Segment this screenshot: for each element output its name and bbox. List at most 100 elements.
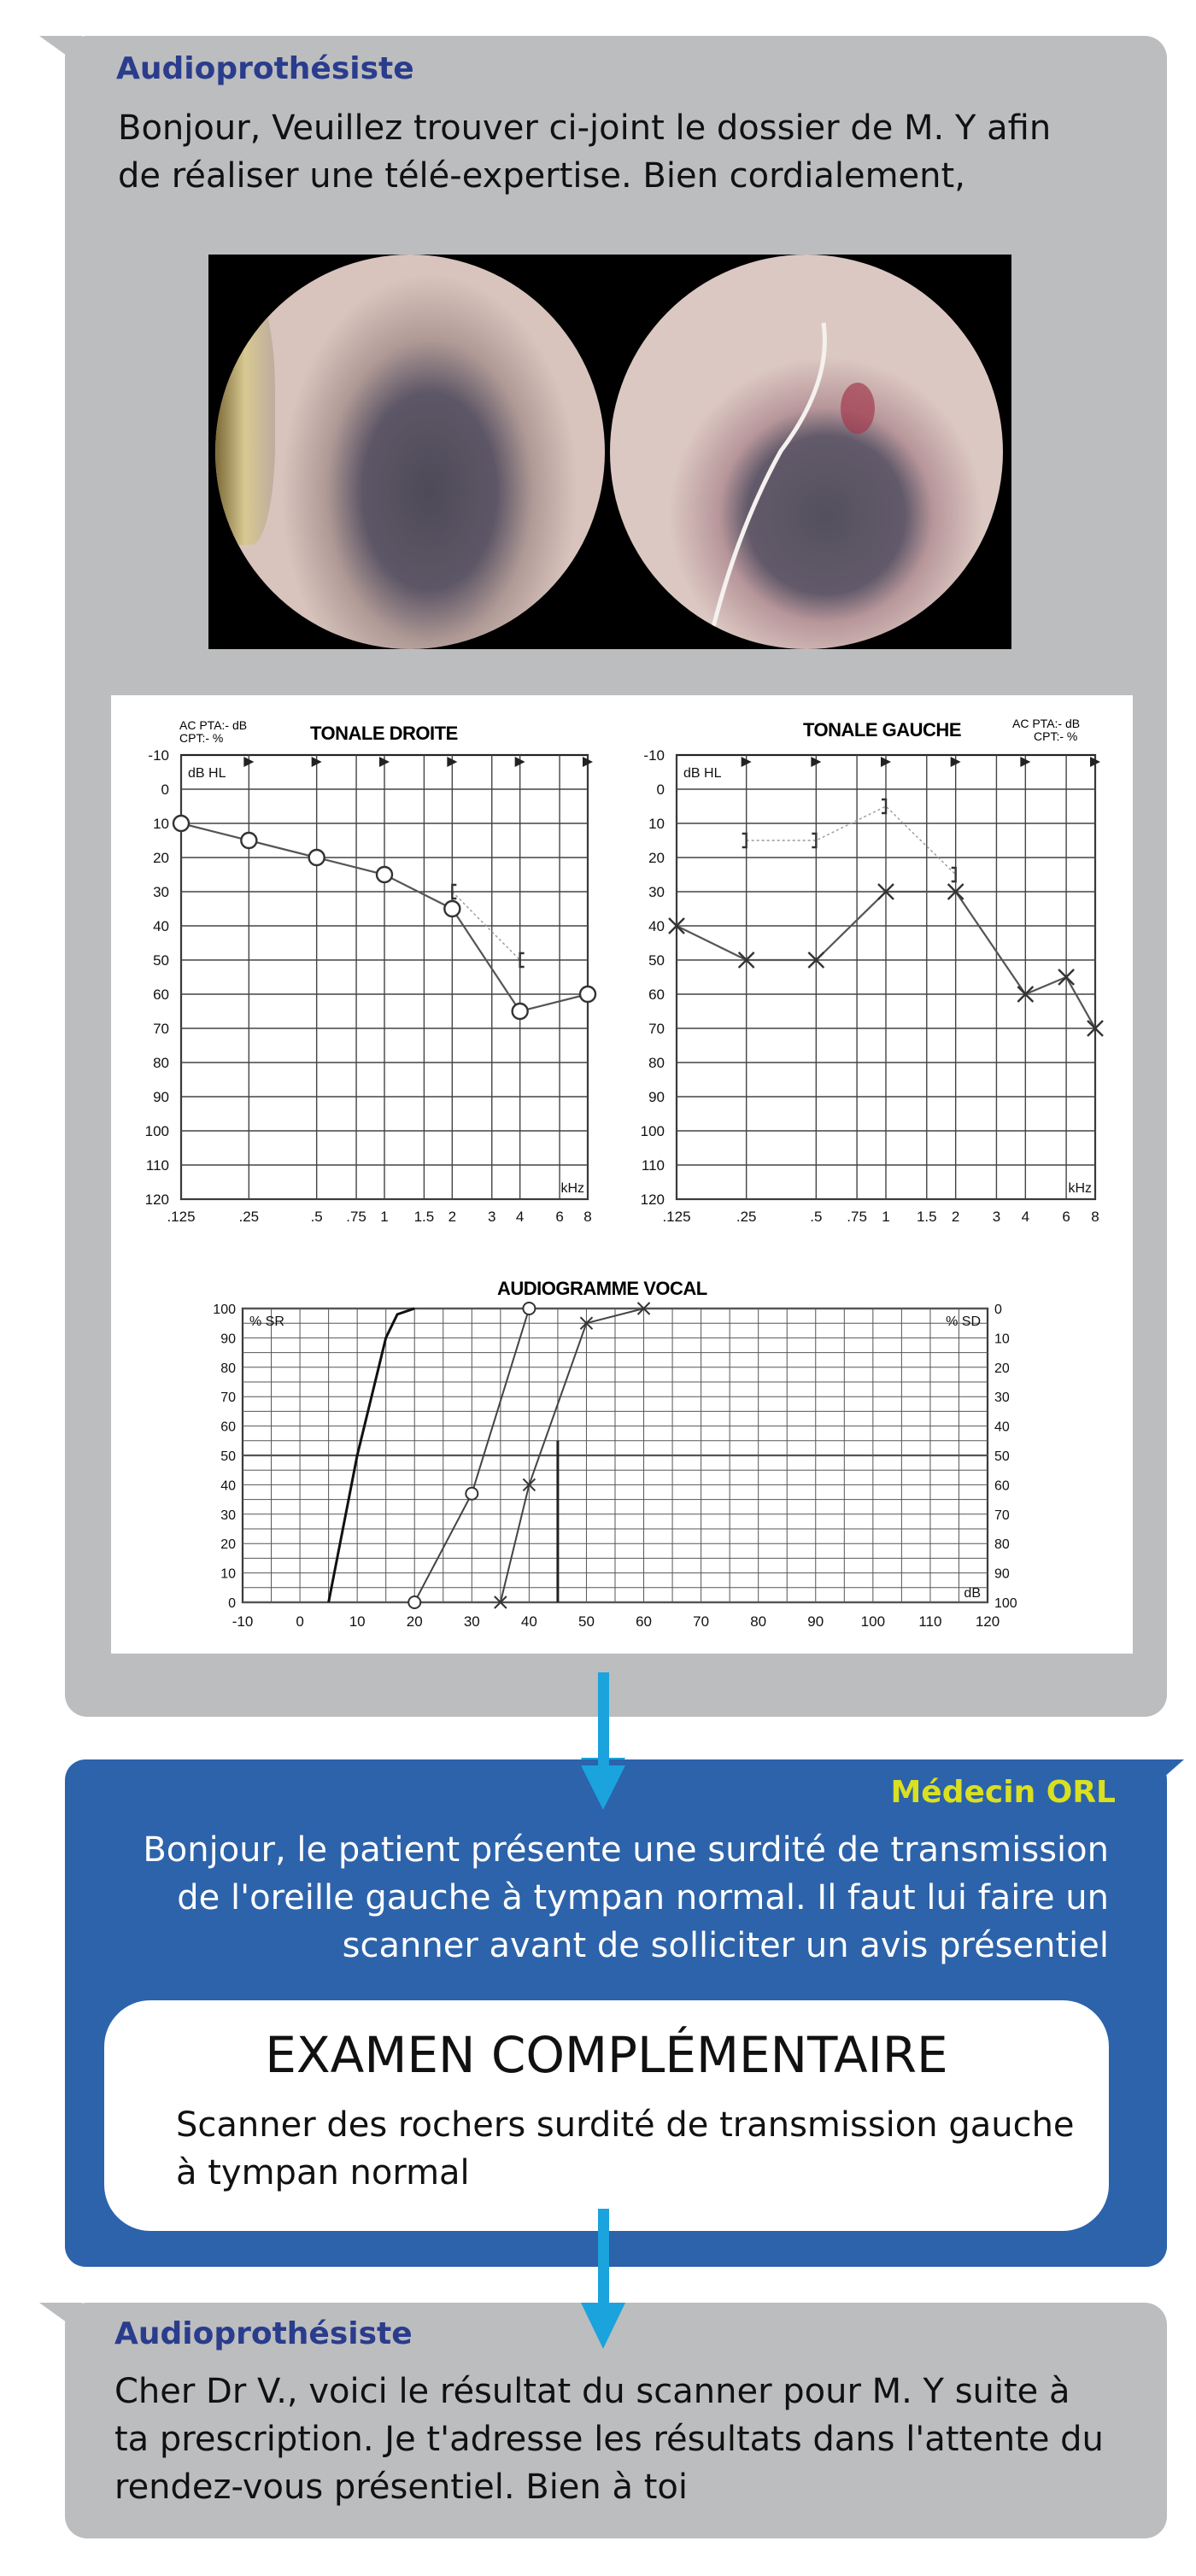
sender-role: Audioprothésiste [114, 2316, 413, 2351]
data-point-bracket [951, 866, 957, 883]
y-tick-label: 60 [153, 986, 169, 1003]
x-tick-label: 3 [993, 1209, 1000, 1225]
right-tick-label: 30 [994, 1390, 1010, 1405]
audiogram-sheet: AC PTA:- dB CPT:- % TONALE DROITE -10 0 10… [111, 695, 1133, 1654]
data-point-cross [737, 951, 755, 969]
down-arrow-icon [581, 2298, 625, 2349]
tonal-left-chart: -10 0 10 20 30 40 50 60 70 80 90 100 110 120.125 .25 .5… [641, 747, 1104, 1225]
masking-arrow-mark [881, 757, 891, 767]
x-tick-label: 2 [952, 1209, 959, 1225]
y-tick-label: 80 [153, 1055, 169, 1071]
masking-arrow-mark [311, 757, 322, 767]
y-tick-label: 120 [641, 1191, 665, 1208]
masking-arrow-mark [811, 757, 822, 767]
x-tick-label: 10 [349, 1613, 366, 1630]
ear-canal-left-photo [610, 255, 1003, 649]
y-tick-label: 60 [648, 986, 665, 1003]
x-unit-label: dB [964, 1586, 981, 1601]
y-tick-label: 20 [648, 850, 665, 866]
audiogram-svg: AC PTA:- dB CPT:- % TONALE DROITE -10010… [145, 717, 1104, 1630]
left-axis-label: % SR [249, 1314, 284, 1329]
tonal-left-corner-line: CPT:- % [1034, 729, 1077, 743]
cross-stroke [807, 951, 825, 969]
right-tick-label: 70 [994, 1508, 1010, 1523]
data-point-cross [522, 1478, 536, 1492]
y-tick-label: 80 [648, 1055, 665, 1071]
data-point-circle [443, 899, 461, 918]
data-point-circle [375, 865, 394, 884]
right-tick-label: 0 [994, 1303, 1002, 1317]
right-tick-label: 100 [994, 1596, 1017, 1611]
message-line: rendez-vous présentiel. Bien à toi [114, 2468, 688, 2507]
y-tick-label: 0 [657, 782, 665, 798]
y-tick-label: -10 [643, 747, 665, 764]
message-line: Cher Dr V., voici le résultat du scanner… [114, 2372, 1070, 2411]
cross-stroke [877, 883, 894, 900]
right-tick-label: 20 [994, 1361, 1010, 1376]
x-tick-label: .25 [239, 1209, 260, 1225]
data-point-circle [240, 831, 258, 850]
data-point-cross [579, 1316, 594, 1330]
down-arrow-icon [581, 1755, 625, 1810]
data-point-circle [465, 1486, 479, 1501]
y-unit-label: dB HL [188, 766, 226, 781]
y-tick-label: 90 [153, 1089, 169, 1105]
x-tick-label: 1.5 [414, 1209, 435, 1225]
x-tick-label: 1 [882, 1209, 889, 1225]
x-tick-label: .5 [810, 1209, 822, 1225]
right-tick-label: 50 [994, 1449, 1010, 1464]
x-unit-label: kHz [560, 1181, 584, 1196]
ear-canal-right-photo [215, 255, 605, 649]
vocal-title: AUDIOGRAMME VOCAL [497, 1278, 707, 1299]
data-point-bracket [742, 832, 748, 849]
cross-stroke [1087, 1020, 1104, 1037]
left-tick-label: 90 [220, 1332, 236, 1346]
masking-arrow-mark [514, 757, 525, 767]
tonal-right-corner-line: CPT:- % [179, 731, 223, 745]
masking-arrow-mark [741, 757, 752, 767]
y-tick-label: 50 [648, 952, 665, 969]
data-point-bracket [519, 951, 525, 969]
data-point-circle [578, 985, 597, 1004]
right-tick-label: 60 [994, 1478, 1010, 1493]
data-point-circle [308, 848, 325, 867]
cross-stroke [1017, 986, 1035, 1003]
left-tick-label: 60 [220, 1420, 236, 1435]
data-point-cross [494, 1595, 507, 1609]
left-tick-label: 10 [220, 1567, 236, 1582]
message-line: Bonjour, le patient présente une surdité… [143, 1830, 1109, 1870]
data-point-cross [1058, 969, 1075, 986]
exam-description: Scanner des rochers surdité de transmiss… [176, 2101, 1075, 2197]
y-tick-label: 10 [648, 816, 665, 832]
x-tick-label: 6 [1062, 1209, 1070, 1225]
y-tick-label: 90 [648, 1089, 665, 1105]
x-tick-label: 60 [636, 1613, 652, 1630]
x-tick-label: .125 [662, 1209, 690, 1225]
series-line [451, 891, 521, 961]
right-tick-label: 40 [994, 1420, 1010, 1435]
x-tick-label: 4 [1022, 1209, 1029, 1225]
message-bubble-audioprothesiste-2 [65, 2303, 1167, 2538]
tonal-right-title: TONALE DROITE [310, 723, 458, 744]
x-unit-label: kHz [1068, 1181, 1092, 1196]
x-tick-label: 0 [296, 1613, 303, 1630]
x-tick-label: 1.5 [917, 1209, 937, 1225]
x-tick-label: .75 [847, 1209, 867, 1225]
y-tick-label: 40 [153, 918, 169, 934]
left-tick-label: 70 [220, 1390, 236, 1405]
sender-role: Audioprothésiste [116, 51, 414, 86]
x-tick-label: 8 [1091, 1209, 1099, 1225]
message-line: de réaliser une télé-expertise. Bien cor… [118, 156, 965, 196]
cross-stroke [494, 1595, 507, 1609]
data-point-cross [1087, 1020, 1104, 1037]
masking-arrow-mark [583, 757, 593, 767]
y-tick-label: 100 [641, 1123, 665, 1139]
x-tick-label: 110 [918, 1613, 941, 1630]
left-tick-label: 0 [228, 1596, 236, 1611]
x-tick-label: 1 [380, 1209, 388, 1225]
cross-stroke [1058, 969, 1075, 986]
bubble-tail-3 [39, 2303, 82, 2333]
y-tick-label: 70 [153, 1021, 169, 1037]
tonal-left-title: TONALE GAUCHE [803, 719, 961, 741]
data-point-bracket [882, 798, 888, 815]
